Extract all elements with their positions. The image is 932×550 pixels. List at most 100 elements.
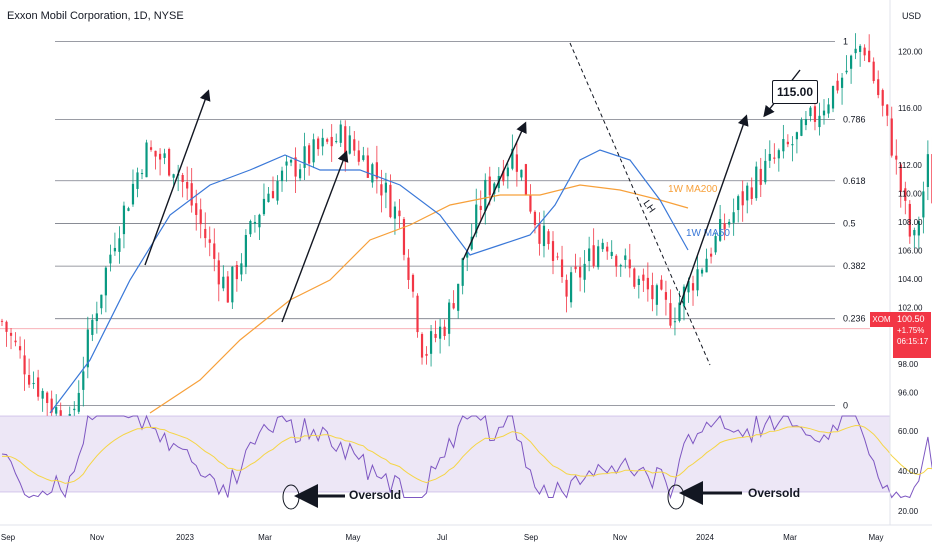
candle-body — [565, 279, 568, 297]
candle-body — [46, 392, 49, 403]
candle-body — [41, 390, 44, 399]
candle-body — [321, 137, 324, 147]
candle-body — [886, 104, 889, 116]
rsi-tick-2: 20.00 — [898, 507, 919, 516]
candle-body — [533, 211, 537, 225]
resistance-trendline — [569, 42, 711, 366]
candle-body — [158, 153, 162, 160]
candle-body — [104, 267, 107, 296]
y-tick-6: 104.00 — [898, 275, 923, 284]
candle-body — [5, 321, 8, 332]
candle-body — [393, 206, 397, 219]
bar-countdown: 06:15:17 — [897, 337, 929, 346]
candle-body — [615, 255, 618, 267]
candle-body — [488, 176, 491, 196]
candle-body — [312, 139, 315, 163]
candle-body — [348, 135, 351, 154]
candle-body — [723, 223, 726, 230]
currency-label[interactable]: USD — [902, 11, 922, 21]
candle-body — [452, 303, 455, 309]
candle-body — [438, 326, 442, 339]
candle-body — [755, 166, 758, 199]
candle-body — [335, 141, 338, 143]
rsi-line — [1, 414, 932, 500]
candle-body — [646, 277, 649, 290]
candle-body — [91, 319, 94, 335]
trend-arrow-0 — [144, 89, 211, 266]
candle-body — [475, 204, 478, 234]
candle-body — [651, 285, 654, 300]
rsi-tick-0: 60.00 — [898, 427, 919, 436]
fib-label-4: 0.382 — [843, 261, 866, 271]
candle-body — [926, 154, 929, 187]
candle-body — [235, 264, 238, 280]
candle-body — [881, 90, 884, 106]
candle-body — [917, 221, 920, 236]
candle-body — [840, 77, 844, 88]
candle-body — [86, 329, 89, 368]
fib-label-5: 0.236 — [843, 314, 866, 324]
candle-body — [136, 172, 139, 189]
x-tick-1: Nov — [90, 533, 104, 542]
candle-body — [809, 107, 812, 117]
candle-body — [271, 191, 275, 199]
candle-body — [877, 79, 880, 96]
candle-body — [280, 170, 284, 182]
x-tick-2: 2023 — [176, 533, 194, 542]
candle-body — [872, 61, 875, 82]
candle-body — [813, 106, 817, 122]
candle-body — [588, 248, 591, 262]
candle-body — [204, 228, 207, 239]
fib-label-0: 1 — [843, 36, 848, 46]
fib-label-6: 0 — [843, 400, 848, 410]
candle-body — [109, 254, 112, 264]
candle-body — [895, 155, 898, 160]
ma50-label: 1W MA50 — [686, 228, 730, 239]
chart-title: Exxon Mobil Corporation, 1D, NYSE — [7, 10, 184, 22]
candle-body — [113, 247, 117, 252]
y-tick-8: 98.00 — [898, 360, 919, 369]
trend-arrow-2 — [462, 121, 527, 261]
candle-body — [904, 188, 907, 201]
candle-body — [154, 150, 157, 157]
candle-body — [868, 50, 871, 63]
ma200-line — [149, 184, 689, 414]
candle-body — [818, 115, 821, 128]
x-tick-9: Mar — [783, 533, 797, 542]
moving-averages: 1W MA200 1W MA50 — [49, 149, 730, 414]
x-tick-7: Nov — [613, 533, 627, 542]
candle-body — [14, 340, 17, 343]
y-tick-5: 106.00 — [898, 246, 923, 255]
candle-body — [308, 145, 311, 164]
candle-body — [759, 168, 762, 185]
candle-body — [560, 259, 564, 277]
lh-label: LH — [641, 198, 657, 215]
candle-body — [642, 274, 645, 281]
candle-body — [27, 374, 31, 385]
candle-body — [741, 191, 744, 206]
candle-body — [732, 212, 735, 223]
candle-body — [298, 169, 302, 179]
candle-body — [253, 221, 257, 224]
rsi-panel — [0, 414, 932, 510]
candle-body — [633, 268, 636, 287]
x-tick-5: Jul — [437, 533, 447, 542]
candle-body — [700, 269, 704, 274]
candle-body — [529, 194, 532, 212]
candle-body — [375, 162, 378, 179]
candle-body — [696, 269, 699, 291]
rsi-tick-1: 40.00 — [898, 467, 919, 476]
candle-body — [687, 280, 690, 293]
candle-body — [448, 302, 451, 334]
candle-body — [484, 179, 487, 211]
candle-body — [398, 210, 401, 217]
candle-body — [556, 256, 559, 258]
candle-body — [678, 302, 681, 321]
candle-body — [551, 241, 555, 261]
candle-body — [73, 408, 76, 411]
target-callout[interactable]: 115.00 — [772, 80, 818, 104]
candle-body — [822, 110, 826, 116]
candle-body — [276, 181, 279, 201]
y-tick-4: 108.00 — [898, 218, 923, 227]
